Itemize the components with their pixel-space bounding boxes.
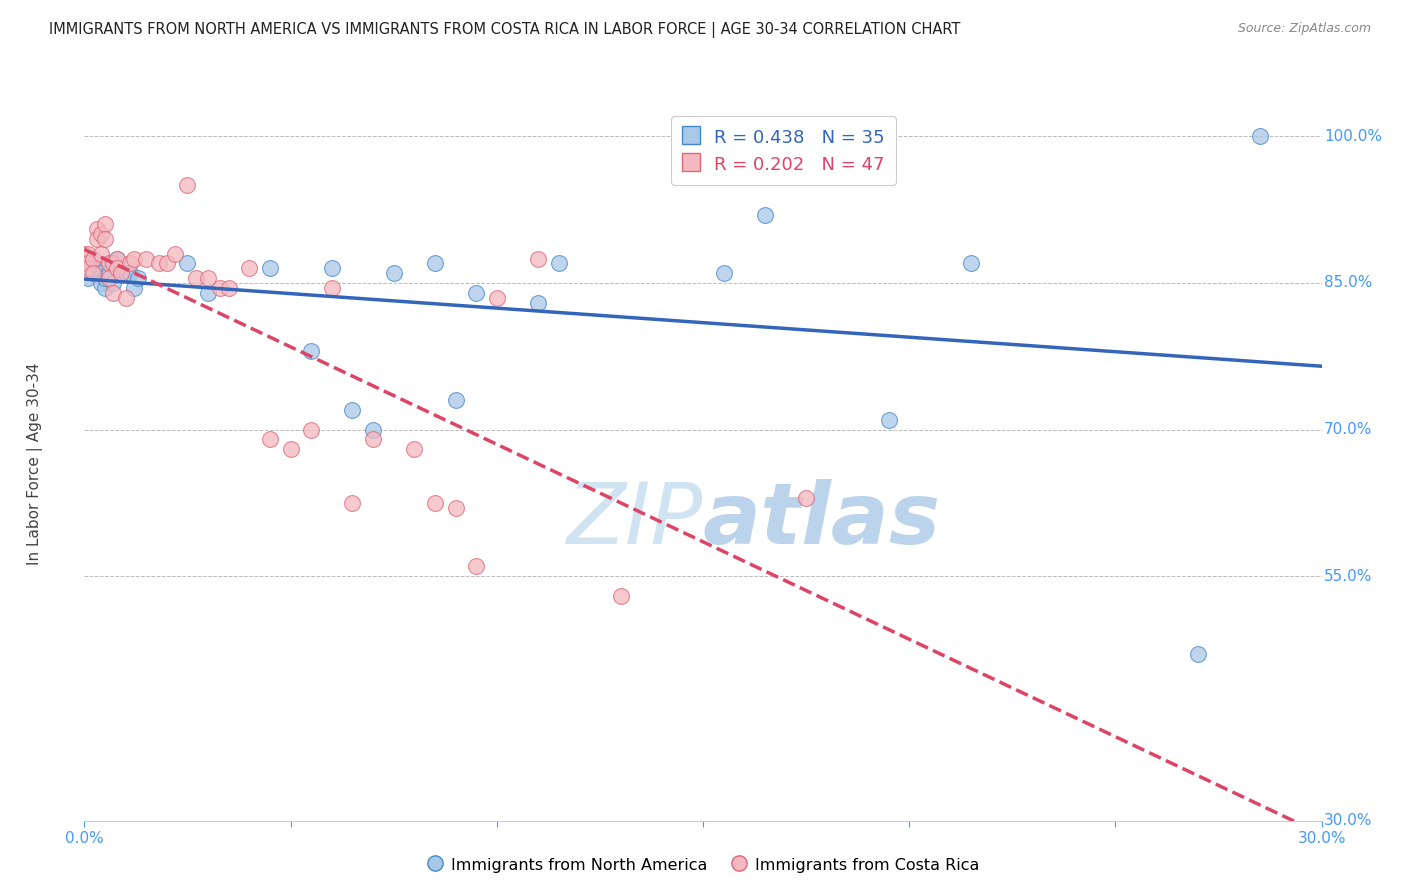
Point <box>118 256 141 270</box>
Point <box>86 222 108 236</box>
Text: IMMIGRANTS FROM NORTH AMERICA VS IMMIGRANTS FROM COSTA RICA IN LABOR FORCE | AGE: IMMIGRANTS FROM NORTH AMERICA VS IMMIGRA… <box>49 22 960 38</box>
Point <box>86 232 108 246</box>
Point <box>90 246 112 260</box>
Point <box>465 285 488 300</box>
Point <box>94 271 117 285</box>
Point <box>110 266 132 280</box>
Point <box>73 256 96 270</box>
Point <box>122 252 145 266</box>
Point <box>98 266 121 280</box>
Point <box>103 276 125 290</box>
Point <box>114 291 136 305</box>
Point <box>77 261 100 276</box>
Point <box>118 266 141 280</box>
Point <box>176 178 198 193</box>
Point <box>82 261 104 276</box>
Point <box>361 433 384 447</box>
Point <box>342 496 364 510</box>
Point <box>184 271 207 285</box>
Text: 100.0%: 100.0% <box>1324 128 1382 144</box>
Point <box>423 256 446 270</box>
Point <box>321 281 343 295</box>
Point <box>86 256 108 270</box>
Point <box>90 266 112 280</box>
Point <box>609 589 631 603</box>
Point <box>103 285 125 300</box>
Point <box>165 246 187 260</box>
Point <box>148 256 170 270</box>
Point <box>238 261 260 276</box>
Point <box>444 393 467 408</box>
Point <box>218 281 240 295</box>
Point <box>103 256 125 270</box>
Point <box>197 285 219 300</box>
Point <box>90 276 112 290</box>
Point <box>114 266 136 280</box>
Point <box>794 491 817 505</box>
Point <box>105 252 128 266</box>
Point <box>423 496 446 510</box>
Point <box>485 291 508 305</box>
Point <box>73 246 96 260</box>
Text: 30.0%: 30.0% <box>1324 814 1372 828</box>
Point <box>197 271 219 285</box>
Point <box>1187 648 1209 662</box>
Legend: Immigrants from North America, Immigrants from Costa Rica: Immigrants from North America, Immigrant… <box>420 850 986 880</box>
Point <box>321 261 343 276</box>
Point <box>122 281 145 295</box>
Text: atlas: atlas <box>703 479 941 563</box>
Point <box>135 252 157 266</box>
Point <box>94 232 117 246</box>
Point <box>299 423 322 437</box>
Text: 55.0%: 55.0% <box>1324 569 1372 583</box>
Point <box>77 246 100 260</box>
Point <box>98 271 121 285</box>
Point <box>77 256 100 270</box>
Point <box>465 559 488 574</box>
Point <box>105 261 128 276</box>
Point <box>82 266 104 280</box>
Point <box>1249 129 1271 144</box>
Text: ZIP: ZIP <box>567 479 703 563</box>
Point <box>299 344 322 359</box>
Point <box>98 256 121 270</box>
Point <box>77 256 100 270</box>
Point <box>404 442 426 457</box>
Point <box>105 252 128 266</box>
Text: In Labor Force | Age 30-34: In Labor Force | Age 30-34 <box>27 362 42 566</box>
Point <box>176 256 198 270</box>
Text: 85.0%: 85.0% <box>1324 276 1372 291</box>
Text: 70.0%: 70.0% <box>1324 422 1372 437</box>
Point <box>259 261 281 276</box>
Text: Source: ZipAtlas.com: Source: ZipAtlas.com <box>1237 22 1371 36</box>
Point <box>527 252 550 266</box>
Point <box>444 500 467 515</box>
Point <box>547 256 569 270</box>
Point <box>877 413 900 427</box>
Point <box>110 266 132 280</box>
Point <box>156 256 179 270</box>
Point <box>259 433 281 447</box>
Point <box>361 423 384 437</box>
Point <box>280 442 302 457</box>
Point <box>94 281 117 295</box>
Point <box>527 295 550 310</box>
Point <box>754 208 776 222</box>
Point <box>209 281 232 295</box>
Point <box>127 271 149 285</box>
Point <box>90 227 112 241</box>
Point <box>960 256 983 270</box>
Point <box>382 266 405 280</box>
Point <box>82 252 104 266</box>
Point <box>342 403 364 417</box>
Point <box>94 218 117 232</box>
Point <box>77 271 100 285</box>
Legend: R = 0.438   N = 35, R = 0.202   N = 47: R = 0.438 N = 35, R = 0.202 N = 47 <box>671 116 896 185</box>
Point <box>713 266 735 280</box>
